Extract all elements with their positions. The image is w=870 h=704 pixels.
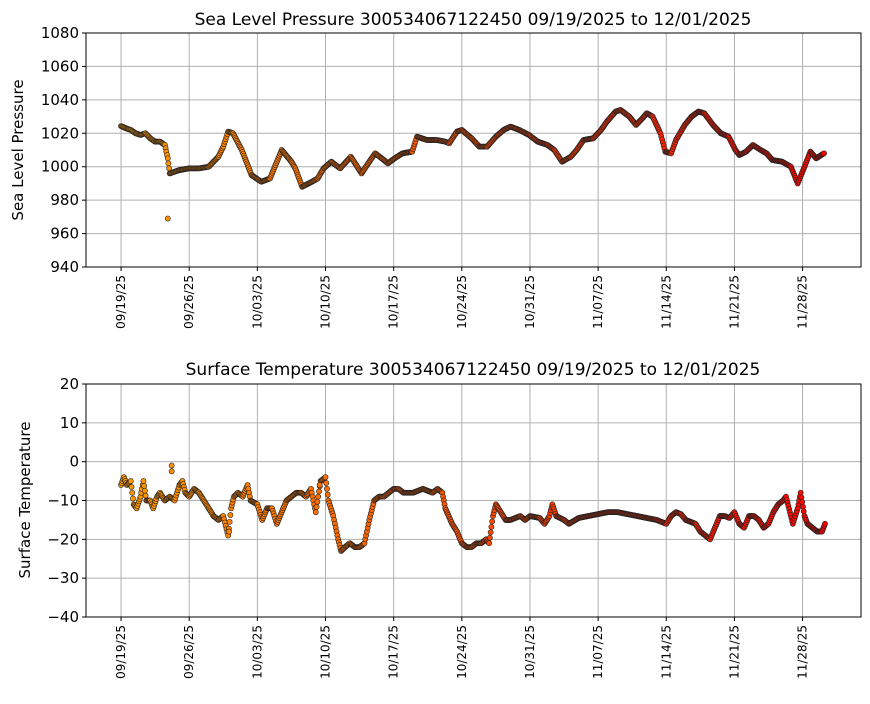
x-tick-label: 11/07/25 (591, 625, 605, 679)
data-point (314, 498, 321, 505)
chart-title: Sea Level Pressure 300534067122450 09/19… (195, 10, 752, 30)
surface-temperature-chart: Surface Temperature 300534067122450 09/1… (16, 360, 862, 679)
data-point (324, 485, 330, 492)
x-tick-label: 10/24/25 (455, 625, 469, 679)
sea-level-pressure-chart: Sea Level Pressure 300534067122450 09/19… (9, 10, 862, 329)
y-tick-label: −30 (47, 569, 79, 587)
data-point (226, 518, 233, 525)
x-tick-label: 11/14/25 (659, 275, 673, 329)
y-tick-label: 980 (50, 191, 79, 209)
x-tick-label: 09/26/25 (182, 275, 196, 329)
y-tick-label: 940 (50, 258, 79, 276)
y-tick-label: 0 (69, 453, 79, 471)
data-point (799, 499, 806, 505)
data-point (128, 484, 135, 490)
y-tick-label: 10 (60, 414, 79, 432)
y-tick-label: 1040 (41, 91, 79, 109)
data-point (489, 518, 496, 525)
y-tick-label: 1020 (41, 124, 79, 142)
x-tick-label: 09/19/25 (114, 275, 128, 329)
outlier-point (316, 482, 323, 488)
outlier-point (168, 462, 175, 469)
y-tick-label: −40 (47, 608, 79, 626)
y-tick-label: −10 (47, 492, 79, 510)
x-tick-label: 10/17/25 (387, 625, 401, 679)
x-tick-label: 10/31/25 (523, 625, 537, 679)
y-tick-label: 1000 (41, 158, 79, 176)
data-point (316, 488, 322, 495)
x-tick-label: 10/24/25 (455, 275, 469, 329)
data-point (165, 160, 172, 167)
x-tick-label: 10/17/25 (387, 275, 401, 329)
x-tick-label: 10/31/25 (523, 275, 537, 329)
axes-frame (85, 383, 862, 618)
data-point (486, 534, 493, 541)
x-tick-label: 11/07/25 (591, 275, 605, 329)
data-point (227, 512, 234, 518)
data-point (488, 524, 495, 530)
x-tick-label: 11/28/25 (796, 625, 810, 679)
x-tick-label: 11/28/25 (796, 275, 810, 329)
y-tick-label: 1060 (41, 57, 79, 75)
data-point (797, 489, 804, 496)
data-point (487, 529, 494, 536)
x-tick-label: 10/03/25 (250, 625, 264, 679)
x-tick-label: 09/19/25 (114, 625, 128, 679)
data-point (315, 493, 322, 500)
data-point (821, 150, 827, 157)
y-axis-label: Sea Level Pressure (9, 79, 27, 220)
data-point (324, 491, 331, 498)
y-tick-label: −20 (47, 530, 79, 548)
data-point (127, 478, 134, 484)
data-point (164, 155, 171, 162)
x-tick-label: 10/10/25 (319, 625, 333, 679)
x-tick-label: 09/26/25 (182, 625, 196, 679)
outlier-point (164, 215, 171, 222)
x-tick-label: 10/10/25 (319, 275, 333, 329)
data-point (822, 520, 828, 527)
x-tick-label: 10/03/25 (250, 275, 264, 329)
y-tick-label: 20 (60, 375, 79, 393)
data-points (118, 462, 828, 554)
data-point (800, 508, 807, 515)
data-point (312, 509, 319, 516)
data-point (141, 483, 148, 489)
chart-title: Surface Temperature 300534067122450 09/1… (186, 360, 761, 380)
data-point (142, 492, 149, 499)
outlier-point (168, 468, 175, 475)
data-point (140, 478, 147, 484)
data-point (798, 494, 805, 501)
data-point (313, 504, 320, 510)
x-tick-label: 11/21/25 (727, 275, 741, 329)
data-point (129, 489, 136, 496)
x-tick-label: 11/21/25 (727, 625, 741, 679)
data-point (486, 540, 492, 547)
data-point (323, 480, 330, 486)
data-point (800, 503, 806, 510)
data-points (118, 106, 827, 222)
axes-frame (85, 32, 862, 268)
y-axis-label: Surface Temperature (16, 422, 34, 579)
data-point (322, 474, 329, 481)
data-point (142, 487, 148, 494)
outlier-point (226, 528, 233, 535)
y-tick-label: 960 (50, 225, 79, 243)
x-tick-label: 11/14/25 (659, 625, 673, 679)
y-tick-label: 1080 (41, 24, 79, 42)
data-point (130, 495, 136, 502)
